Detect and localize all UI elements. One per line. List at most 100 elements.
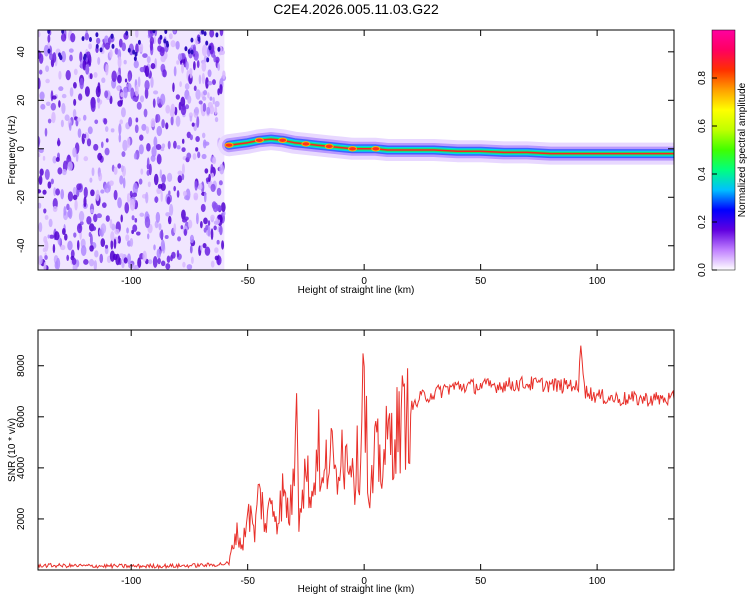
noise-speck <box>173 223 177 234</box>
noise-speck <box>191 122 195 127</box>
noise-speck <box>209 30 215 38</box>
noise-speck <box>123 257 128 264</box>
noise-speck <box>173 185 176 192</box>
noise-speck <box>83 156 89 162</box>
noise-speck <box>201 44 208 57</box>
noise-speck <box>88 43 92 50</box>
noise-speck <box>38 135 41 147</box>
noise-speck <box>166 255 171 263</box>
heatmap-y-tick-label: 20 <box>16 94 27 106</box>
noise-speck <box>91 226 97 231</box>
noise-speck <box>176 145 181 150</box>
noise-speck <box>60 119 64 128</box>
noise-speck <box>156 154 162 165</box>
noise-speck-dark <box>132 49 136 55</box>
noise-speck <box>210 183 216 193</box>
noise-speck <box>60 244 66 251</box>
noise-speck <box>196 115 200 128</box>
noise-speck <box>51 95 57 100</box>
noise-speck-dark <box>201 30 205 35</box>
noise-speck <box>86 138 92 147</box>
noise-speck <box>186 152 192 160</box>
noise-speck <box>38 31 41 38</box>
noise-speck <box>55 188 60 196</box>
colorbar-tick-label: 0.6 <box>697 119 708 133</box>
noise-speck <box>212 156 217 165</box>
noise-speck <box>126 227 129 234</box>
noise-speck <box>194 180 198 191</box>
noise-speck <box>129 190 133 197</box>
noise-speck <box>209 42 215 55</box>
noise-speck <box>50 102 57 111</box>
noise-speck <box>159 47 165 57</box>
noise-speck <box>58 86 64 92</box>
noise-speck <box>209 96 213 101</box>
noise-speck <box>189 115 193 122</box>
noise-speck <box>114 228 120 235</box>
noise-speck <box>84 86 90 97</box>
noise-speck <box>43 261 47 270</box>
noise-speck <box>222 70 226 80</box>
noise-speck <box>50 178 54 185</box>
noise-speck <box>109 49 113 58</box>
noise-speck <box>169 203 174 216</box>
noise-speck <box>214 247 219 254</box>
noise-speck <box>128 116 133 127</box>
noise-speck <box>165 263 171 270</box>
heatmap-x-tick-label: 0 <box>361 276 367 287</box>
noise-speck <box>126 137 131 148</box>
noise-speck <box>83 186 88 198</box>
noise-speck-dark <box>184 46 188 52</box>
heatmap-frame <box>37 29 675 271</box>
noise-speck <box>86 216 92 225</box>
noise-speck <box>42 189 47 195</box>
noise-speck <box>144 87 149 99</box>
noise-speck <box>83 133 87 139</box>
noise-speck <box>93 143 99 151</box>
signal-peak-point <box>301 141 311 147</box>
noise-speck <box>189 245 193 254</box>
noise-speck <box>39 91 45 100</box>
noise-speck <box>88 258 95 267</box>
noise-speck <box>137 76 141 88</box>
noise-speck <box>142 250 147 262</box>
noise-speck <box>103 118 108 125</box>
noise-speck <box>203 217 208 225</box>
noise-speck <box>90 100 96 113</box>
noise-speck <box>197 151 201 159</box>
noise-speck <box>156 187 162 195</box>
noise-speck <box>155 144 162 150</box>
noise-speck <box>213 225 217 231</box>
noise-speck <box>133 60 139 69</box>
noise-speck <box>60 188 65 200</box>
noise-speck <box>122 139 128 152</box>
noise-speck <box>221 240 225 250</box>
noise-speck <box>202 102 207 112</box>
noise-speck <box>66 203 70 211</box>
noise-speck <box>111 70 117 83</box>
noise-speck <box>38 53 44 64</box>
noise-speck <box>83 258 89 265</box>
noise-speck <box>165 212 171 217</box>
noise-speck <box>153 244 156 251</box>
heatmap-x-label: Height of straight line (km) <box>298 285 415 296</box>
noise-speck <box>84 32 90 41</box>
noise-speck <box>55 157 60 162</box>
snr-x-tick-label: 50 <box>475 576 487 587</box>
noise-speck <box>193 85 197 92</box>
noise-speck <box>175 94 181 100</box>
noise-speck <box>148 259 153 265</box>
noise-speck <box>168 33 173 40</box>
noise-speck <box>177 175 183 184</box>
noise-speck-dark <box>190 49 194 55</box>
noise-speck <box>197 183 203 191</box>
noise-speck <box>189 68 193 79</box>
noise-speck <box>105 138 109 143</box>
signal-peak-point <box>371 146 381 152</box>
noise-speck <box>134 84 139 97</box>
noise-speck <box>165 104 171 114</box>
noise-speck <box>121 151 126 157</box>
noise-speck <box>52 52 57 63</box>
noise-speck <box>38 148 44 154</box>
noise-speck <box>110 239 114 250</box>
